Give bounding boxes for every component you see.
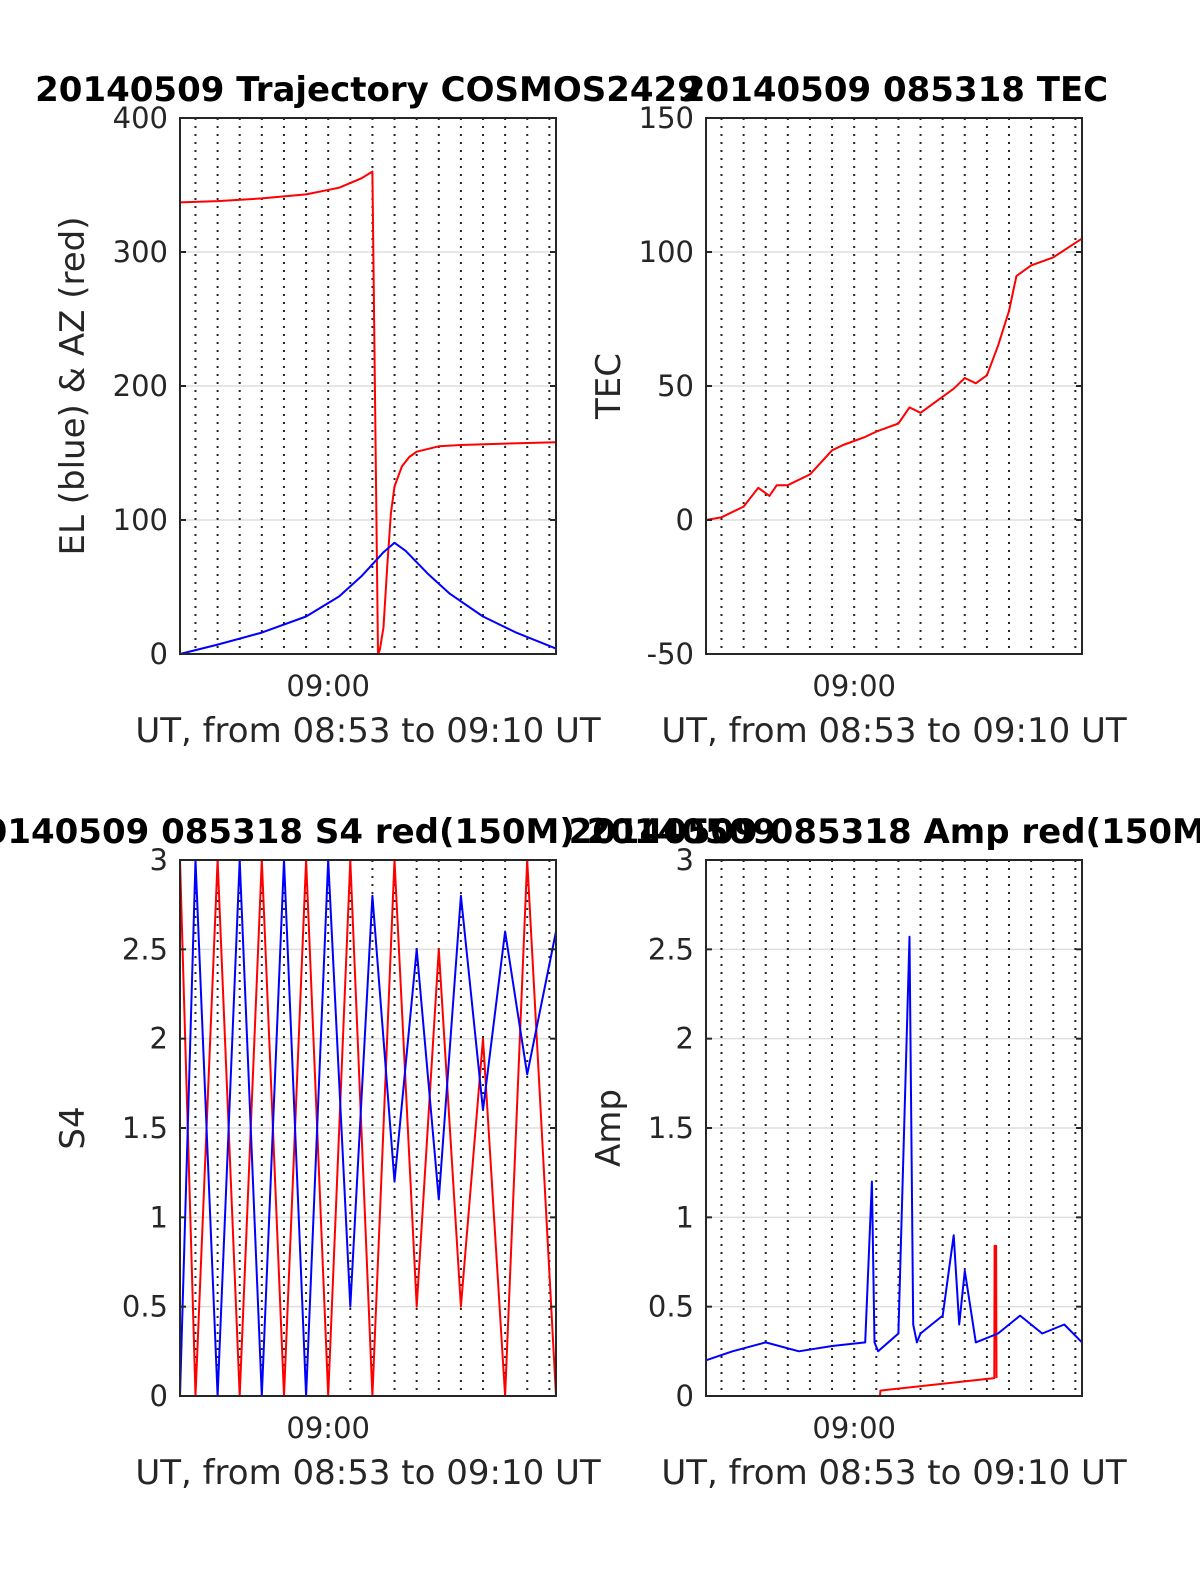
y-tick-label: 150 (639, 101, 694, 135)
x-axis-label: UT, from 08:53 to 09:10 UT (135, 1453, 601, 1493)
y-tick-label: 2 (150, 1022, 168, 1056)
panel-3: 0 0.5 1 1.5 2 2.5 3 09:00 UT, from 08:53 to 09:1… (53, 843, 601, 1493)
y-axis-label: S4 (53, 1106, 93, 1149)
y-axis-label: EL (blue) & AZ (red) (53, 216, 93, 555)
x-tick-label: 09:00 (812, 669, 896, 703)
x-tick-label: 09:00 (286, 1411, 370, 1445)
y-tick-label: 2.5 (122, 932, 168, 966)
series-line-2 (179, 541, 557, 655)
x-axis-label: UT, from 08:53 to 09:10 UT (661, 1453, 1127, 1493)
panel-2: -50 0 50 100 150 09:00 UT, from 08:53 to 09:10… (589, 101, 1127, 751)
series-line-1 (179, 859, 557, 1397)
series-line-1 (705, 237, 1083, 521)
y-tick-label: 0 (150, 1379, 168, 1413)
y-axis-label: Amp (589, 1089, 629, 1167)
chart-title: 20140509 Trajectory COSMOS2429 (35, 70, 701, 110)
series-line-2 (179, 859, 557, 1397)
y-tick-label: 1.5 (122, 1111, 168, 1145)
y-tick-label: 0 (676, 1379, 694, 1413)
y-tick-label: 0 (676, 503, 694, 537)
chart-title: 20140509 085318 S4 red(150M) 20140509 (0, 812, 776, 852)
y-tick-label: 1.5 (648, 1111, 694, 1145)
y-axis-label: TEC (589, 353, 629, 420)
series-line-1 (879, 1244, 998, 1397)
chart-title: 20140509 085318 Amp red(150M) (569, 812, 1200, 852)
y-tick-label: 1 (676, 1200, 694, 1234)
x-axis-label: UT, from 08:53 to 09:10 UT (135, 711, 601, 751)
y-tick-label: 2 (676, 1022, 694, 1056)
y-tick-label: 2.5 (648, 932, 694, 966)
series-line-2 (705, 935, 1083, 1362)
chart-title: 20140509 085318 TEC (682, 70, 1108, 110)
series-line-1 (179, 170, 557, 655)
y-tick-label: 0.5 (122, 1290, 168, 1324)
y-tick-label: 400 (113, 101, 168, 135)
y-tick-label: 200 (113, 369, 168, 403)
y-tick-label: 3 (676, 843, 694, 877)
y-tick-label: 100 (113, 503, 168, 537)
y-tick-label: 3 (150, 843, 168, 877)
y-tick-label: 50 (657, 369, 694, 403)
panel-4: 0 0.5 1 1.5 2 2.5 3 09:00 UT, from 08:53 to 09:1… (589, 843, 1127, 1493)
x-tick-label: 09:00 (812, 1411, 896, 1445)
y-tick-label: 300 (113, 235, 168, 269)
y-tick-label: 0 (150, 637, 168, 671)
x-tick-label: 09:00 (286, 669, 370, 703)
y-tick-label: -50 (647, 637, 694, 671)
y-tick-label: 1 (150, 1200, 168, 1234)
panel-1: 0 100 200 300 400 09:00 UT, from 08:53 to 09:1… (53, 101, 601, 751)
y-tick-label: 100 (639, 235, 694, 269)
y-tick-label: 0.5 (648, 1290, 694, 1324)
x-axis-label: UT, from 08:53 to 09:10 UT (661, 711, 1127, 751)
